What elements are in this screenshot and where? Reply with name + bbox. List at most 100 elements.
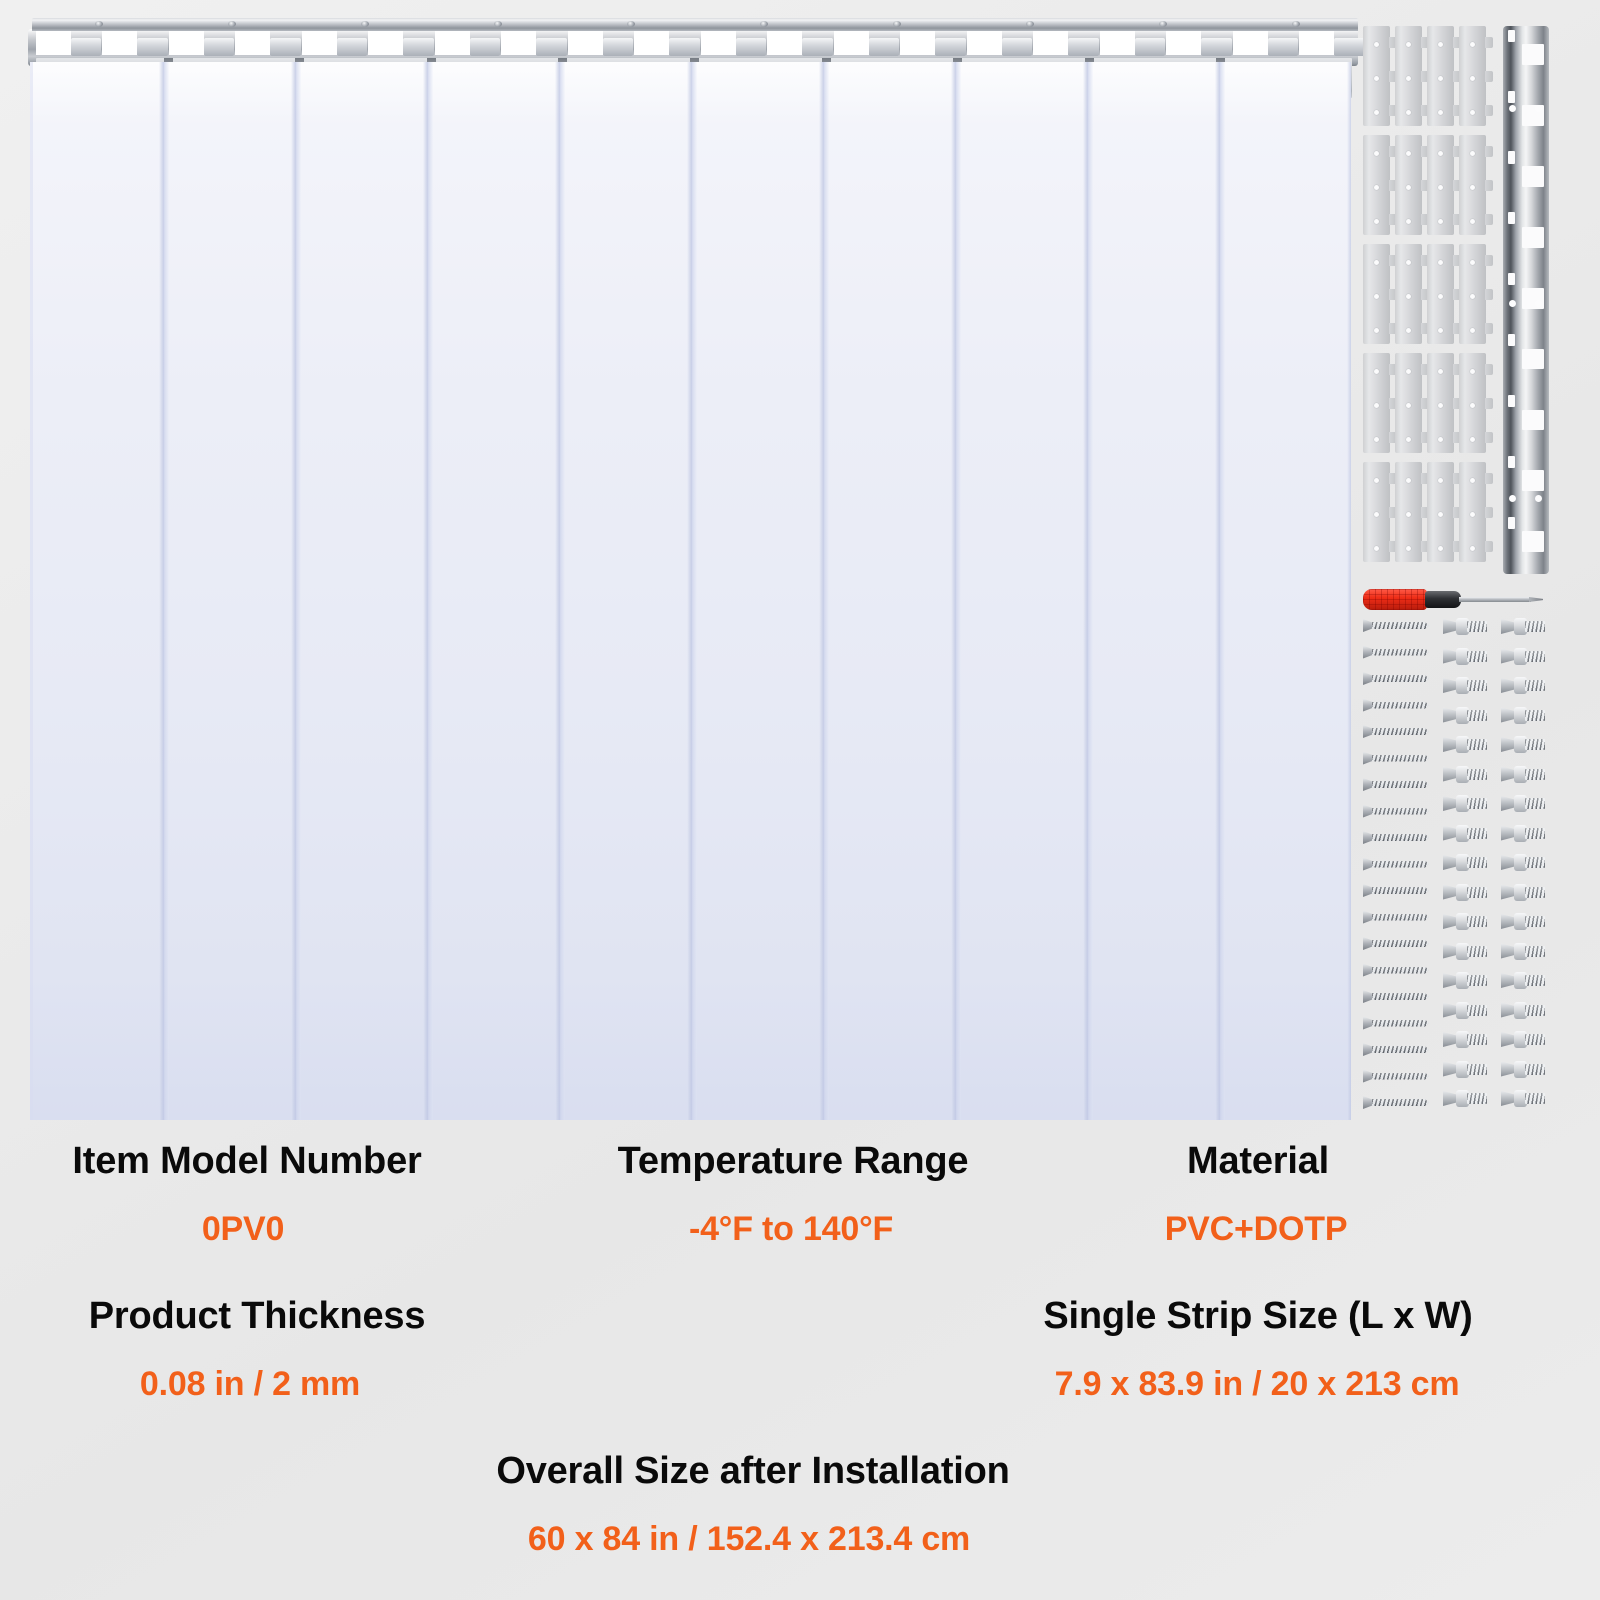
bolt-thread [1467, 650, 1487, 662]
rail-notch [1508, 29, 1515, 42]
mounting-plate [1459, 353, 1493, 453]
bolt-washer [1514, 1060, 1527, 1078]
bolt-thread [1525, 857, 1545, 868]
mounting-plate-hole [1374, 185, 1379, 190]
mounting-plate [1395, 26, 1429, 126]
screwdriver-collar [1425, 591, 1461, 608]
bolt-thread [1467, 798, 1487, 809]
bolt-washer [1456, 1001, 1469, 1019]
wood-screw-thread [1372, 887, 1429, 894]
mounting-plate-hole [1374, 76, 1379, 81]
rail-t-slot [1033, 29, 1069, 55]
rail-mount-hole [1509, 300, 1516, 307]
rail-slot [1522, 226, 1544, 248]
bolt-head [1501, 796, 1517, 811]
wood-screw-head [1363, 884, 1374, 897]
mounting-plate-tab [1389, 432, 1397, 443]
screws-and-bolts-group [1355, 618, 1595, 1128]
wood-screw-head [1363, 778, 1374, 791]
bolt-head [1501, 855, 1517, 870]
rail-block [735, 38, 767, 56]
mounting-plate-hole [1438, 110, 1443, 115]
bolt-thread [1525, 975, 1545, 986]
mounting-plate-hole [1438, 185, 1443, 190]
pvc-strip [690, 62, 823, 1120]
rail-t-slot [102, 29, 138, 55]
rail-t-slot-stem [1109, 29, 1126, 55]
wood-screw-head [1363, 725, 1374, 738]
rail-notch [1508, 151, 1515, 164]
mounting-plate-hole [1406, 546, 1411, 551]
machine-bolt [1443, 824, 1487, 842]
hardware-accessories-panel [1355, 18, 1595, 1118]
mounting-plate-tab [1389, 180, 1397, 191]
rail-block [403, 38, 434, 56]
mounting-plate-tab [1421, 289, 1429, 300]
mounting-plate-hole [1470, 151, 1475, 156]
mounting-plate-hole [1438, 42, 1443, 47]
mounting-plate [1363, 135, 1397, 235]
bolt-thread [1467, 1093, 1487, 1104]
mounting-plate-hole [1374, 403, 1379, 408]
rail-bolt [626, 21, 635, 27]
rail-t-slot-stem [710, 29, 727, 55]
mounting-plate-tab [1453, 364, 1461, 375]
rail-t-slot [501, 29, 537, 55]
bolt-head [1443, 1032, 1459, 1047]
mounting-plate-tab [1485, 507, 1493, 518]
bolt-thread [1525, 1034, 1545, 1045]
machine-bolt [1501, 854, 1545, 871]
wood-screw [1363, 857, 1429, 872]
rail-t-slot-stem [1308, 29, 1325, 55]
bolt-thread [1525, 1004, 1545, 1016]
rail-t-slot [900, 29, 936, 55]
mounting-plate [1459, 244, 1493, 344]
mounting-plate-hole [1406, 369, 1411, 374]
mounting-plate-tab [1453, 323, 1461, 334]
wood-screw-thread [1372, 1099, 1429, 1106]
bolt-thread [1525, 650, 1545, 662]
mounting-plate-tab [1453, 214, 1461, 225]
bolt-thread [1525, 945, 1545, 957]
mounting-plate-tab [1485, 364, 1493, 375]
rail-t-slot-stem [377, 29, 394, 55]
mounting-plate-tab [1421, 214, 1429, 225]
bolt-thread [1525, 886, 1545, 898]
rail-t-slot-stem [843, 29, 860, 55]
rail-slot [1522, 409, 1544, 431]
bolt-thread [1467, 1004, 1487, 1016]
pvc-strip [822, 62, 955, 1120]
wood-screw-head [1363, 910, 1374, 924]
rail-slot [1522, 531, 1544, 553]
pvc-strip [558, 62, 691, 1120]
mounting-plate-hole [1438, 328, 1443, 333]
rail-block [1267, 38, 1299, 56]
mounting-plate-hole [1470, 185, 1475, 190]
rail-notch [1508, 212, 1515, 225]
machine-bolt [1501, 972, 1545, 989]
bolt-thread [1525, 798, 1545, 809]
bolt-washer [1456, 765, 1469, 783]
wood-screw-thread [1372, 807, 1429, 815]
machine-bolt [1443, 677, 1487, 694]
machine-bolt [1443, 765, 1487, 783]
wood-screw-thread [1372, 860, 1429, 868]
rail-bolt [759, 21, 768, 27]
mounting-plate-tab [1389, 473, 1397, 484]
wood-screw-thread [1372, 728, 1429, 735]
rail-mount-hole [1535, 494, 1542, 502]
rail-plate-tab [690, 58, 699, 65]
bolt-head [1443, 914, 1459, 929]
machine-bolt [1443, 942, 1487, 960]
mounting-plate-hole [1374, 328, 1379, 333]
rail-plate-tab [426, 58, 436, 65]
rail-mount-hole [1535, 105, 1542, 113]
bolt-head [1443, 619, 1459, 634]
machine-bolt [1443, 1001, 1487, 1019]
rail-bolt [227, 21, 236, 27]
rail-bolt [94, 21, 103, 27]
rail-t-slot-stem [444, 29, 461, 55]
bolt-washer [1514, 942, 1527, 960]
mounting-plate [1363, 462, 1397, 562]
wood-screw [1363, 963, 1429, 978]
